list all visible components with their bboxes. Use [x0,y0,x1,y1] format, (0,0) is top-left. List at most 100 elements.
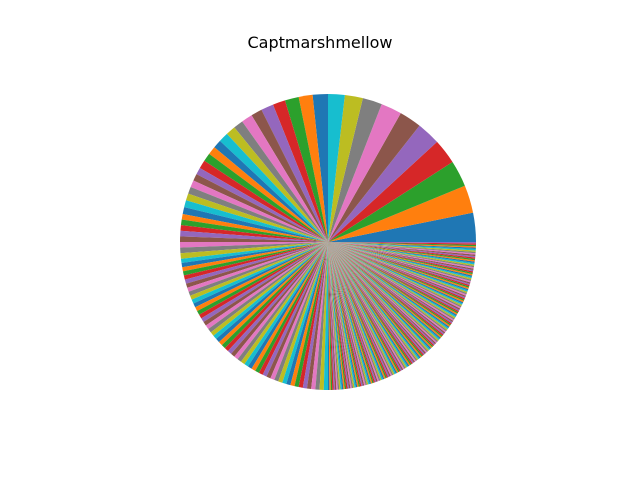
pie-slice [328,242,476,250]
pie-slice [328,242,473,276]
pie-slice [266,242,328,379]
chart-title: Captmarshmellow [247,33,393,52]
pie-slice [328,242,474,272]
pie-slice [328,242,476,244]
pie-slice [328,242,453,324]
pie-slice [328,242,474,273]
pie-slice [328,242,474,269]
pie-slice [328,242,438,344]
pie-slice [328,242,355,388]
pie-slice [328,242,365,386]
pie-slice [328,242,464,303]
pie-slice [213,242,328,339]
pie-slice [328,242,390,378]
pie-slice [328,242,351,389]
pie-slice [227,242,328,354]
pie-slice [328,242,426,354]
pie-slice [312,94,328,242]
pie-slice [328,242,442,338]
pie-slice [328,242,472,281]
pie-slice [216,242,328,343]
pie-slice [328,242,415,363]
pie-slice [328,242,413,365]
pie-slice [328,242,476,259]
pie-slice [328,242,348,389]
pie-slice [311,242,328,390]
pie-slice [199,242,328,319]
pie-slice [328,242,467,295]
pie-slice [328,242,350,389]
pie-slice [328,242,473,277]
pie-slice [328,242,455,320]
pie-slice [270,242,328,380]
pie-slice [186,193,328,242]
pie-slice [221,242,328,349]
pie-slice [182,207,328,242]
pie-slice [328,242,446,334]
pie-slice [328,242,381,381]
pie-slice [328,242,380,382]
pie-slice [328,242,352,389]
pie-slice [182,242,328,276]
pie-slice [328,94,363,243]
pie-slice [328,242,394,376]
pie-slice [328,242,432,350]
pie-slice [328,242,386,379]
pie-slice [328,242,476,255]
pie-slice [328,242,389,378]
pie-slice [328,242,449,329]
pie-slice [328,242,406,369]
pie-slice [328,212,476,242]
pie-slice [328,242,330,390]
pie-slice [328,242,341,390]
pie-slice [328,242,476,245]
pie-slice [180,225,328,242]
pie-slice [190,180,328,242]
pie-slice [328,242,475,268]
pie-slice [328,242,420,360]
pie-slice [328,242,404,371]
pie-slice [328,242,407,369]
pie-slice [193,174,328,242]
pie-slice [328,242,433,349]
pie-slice [328,242,475,264]
pie-slice [328,242,373,384]
pie-slice [328,161,465,242]
pie-slice [226,127,328,242]
pie-slice [278,242,328,383]
pie-slice [209,147,328,242]
pie-slice [328,242,411,366]
pie-slice [241,242,328,365]
pie-slice [328,242,465,300]
pie-slice [181,213,328,242]
pie-slice [328,242,345,390]
pie-slice [244,242,328,367]
pie-slice [328,242,343,390]
pie-slice [328,242,337,390]
pie-slice [328,141,453,242]
pie-slice [328,242,367,386]
pie-slice [328,242,465,301]
pie-slice [328,242,425,355]
pie-slice [210,242,328,336]
pie-slice [180,242,328,264]
pie-slice [328,242,412,365]
pie-slice [328,242,431,351]
pie-slice [328,242,466,299]
pie-slice [328,242,447,333]
pie-slice [183,242,328,280]
pie-slice [328,242,459,314]
pie-slice [328,242,454,323]
pie-slice [328,242,391,377]
pie-slice [328,242,456,319]
pie-slice [234,242,328,360]
pie-slice [328,242,474,271]
pie-slice [191,242,328,304]
pie-slice [203,242,328,326]
pie-slice [328,242,363,387]
pie-slice [186,242,328,288]
pie-slice [328,242,443,337]
pie-slice [328,242,439,342]
pie-slice [195,242,328,312]
